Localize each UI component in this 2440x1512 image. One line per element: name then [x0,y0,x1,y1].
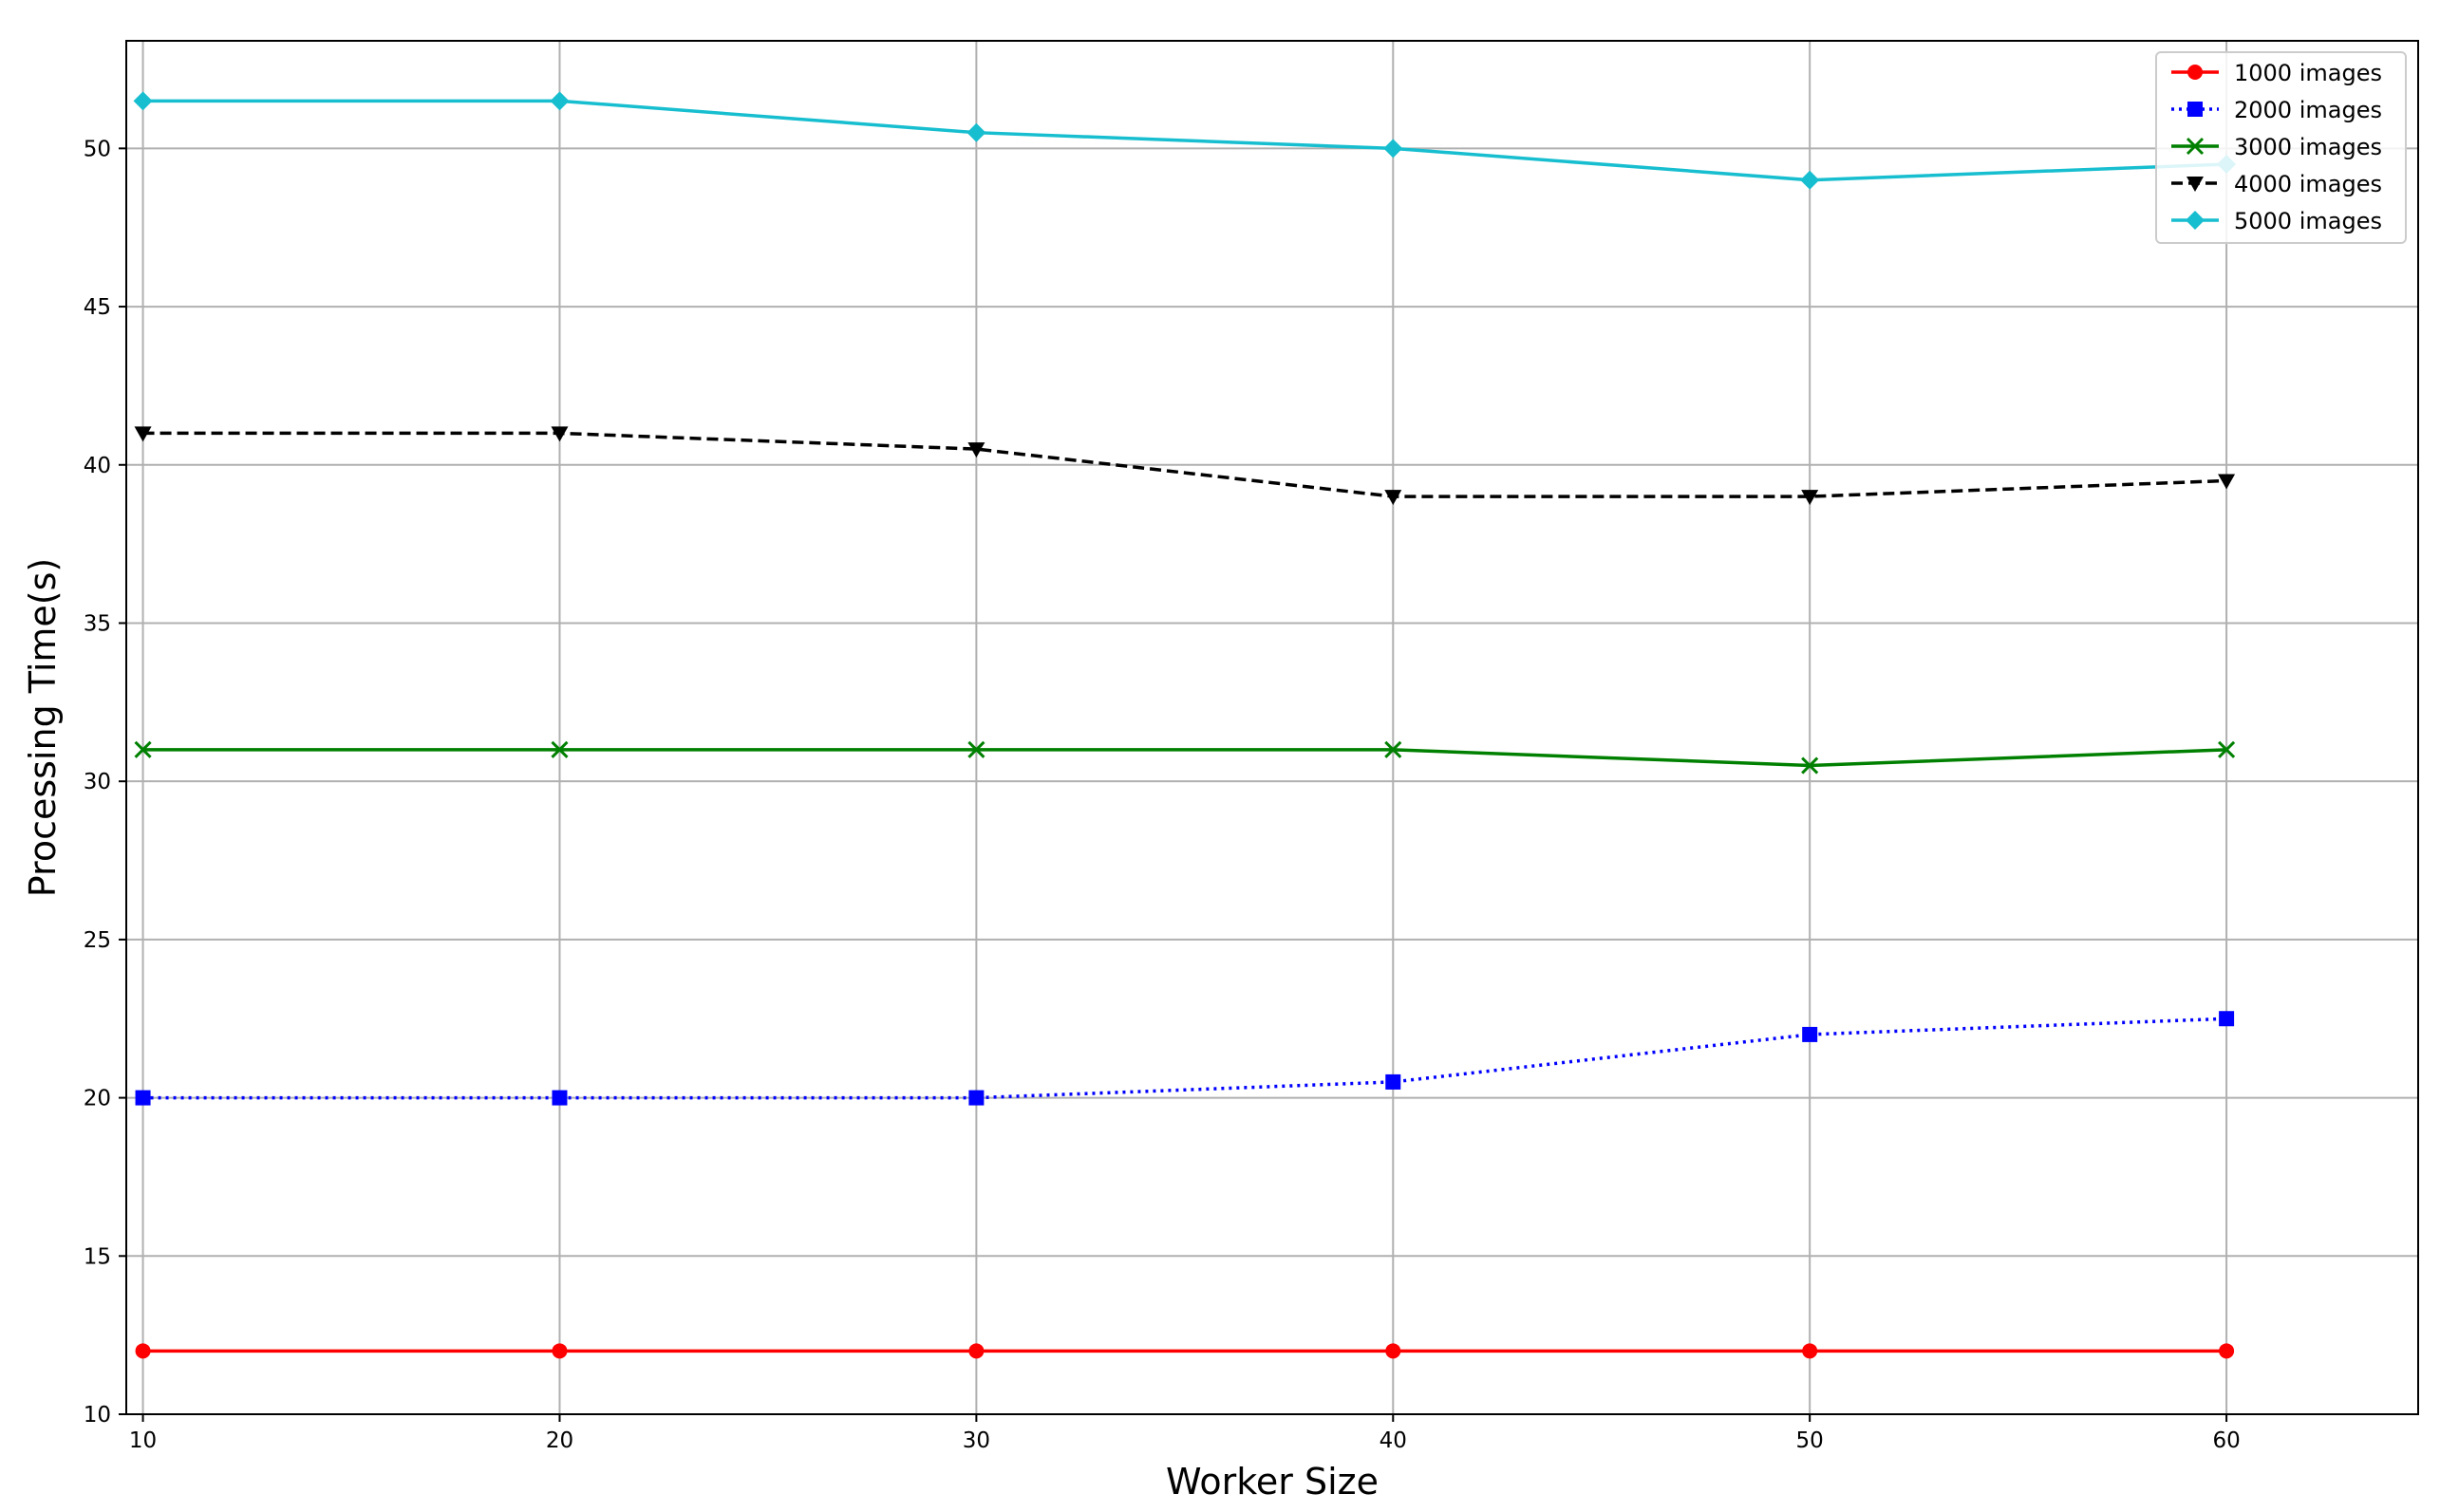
data-point [2218,740,2236,758]
data-point [134,740,152,758]
y-tick-label: 15 [84,1244,111,1269]
data-point [1383,139,1403,159]
data-point [1384,740,1402,758]
data-point [1802,1343,1818,1359]
marker-stroke [1384,740,1402,758]
data-point [551,740,569,758]
data-point [2219,1011,2235,1027]
data-point [968,1343,985,1359]
series-1 [135,1343,2235,1359]
data-point [135,1343,151,1359]
legend-box [2155,51,2407,244]
series-layer [133,91,2237,1359]
legend-label: 1000 images [2234,60,2382,86]
legend-label: 4000 images [2234,171,2382,197]
marker-stroke [551,740,569,758]
x-tick-label: 50 [1796,1428,1824,1453]
legend-marker [2187,65,2203,80]
axis-ticks: 10 20 30 40 50 60 10 15 20 25 30 35 40 45 50 [84,137,2241,1453]
series-line [142,99,2227,182]
legend-label: 2000 images [2234,97,2382,123]
data-point [1802,1026,1818,1042]
data-point [552,1343,568,1359]
data-point [135,1090,151,1106]
data-point [1384,490,1402,506]
legend-marker [2187,177,2204,192]
legend-item: 3000 images [2171,134,2382,160]
series-line [142,431,2227,498]
data-point [133,91,153,111]
y-tick-label: 40 [84,454,111,478]
legend-item: 4000 images [2171,171,2382,197]
x-tick-label: 60 [2212,1428,2240,1453]
legend-item: 2000 images [2171,97,2382,123]
legend-item: 5000 images [2171,208,2382,234]
data-point [2218,474,2236,490]
data-point [968,1090,985,1106]
y-tick-label: 10 [84,1403,111,1428]
y-tick-label: 20 [84,1087,111,1111]
y-tick-label: 30 [84,770,111,794]
x-tick-label: 20 [546,1428,573,1453]
data-point [551,426,569,442]
legend-label: 5000 images [2234,208,2382,234]
series-3 [134,740,2236,775]
legend-marker [2187,102,2203,117]
y-tick-label: 35 [84,611,111,636]
marker-stroke [1801,756,1819,775]
series-line [142,748,2227,768]
plot-frame [125,40,2419,1415]
data-point [550,91,570,111]
legend-item: 1000 images [2171,60,2382,86]
data-point [552,1090,568,1106]
y-tick-label: 45 [84,295,111,320]
data-point [134,426,152,442]
data-point [1385,1343,1401,1359]
marker-stroke [967,740,985,758]
data-point [1385,1073,1401,1090]
data-point [967,122,986,142]
marker-stroke [2218,740,2236,758]
y-tick-label: 50 [84,137,111,161]
series-4 [134,426,2236,506]
x-tick-label: 40 [1380,1428,1407,1453]
x-axis-label: Worker Size [1166,1461,1379,1503]
series-2 [135,1011,2235,1106]
data-point [967,740,985,758]
x-tick-label: 10 [129,1428,157,1453]
x-tick-label: 30 [963,1428,990,1453]
series-line [142,1017,2227,1100]
data-point [1801,490,1819,506]
legend-label: 3000 images [2234,134,2382,160]
data-point [967,442,985,458]
marker-stroke [134,740,152,758]
legend-marker [2186,211,2205,230]
data-point [2219,1343,2235,1359]
legend-marker [2186,137,2205,156]
series-5 [133,91,2237,190]
legend: 1000 images 2000 images 3000 images 4000 im… [2155,51,2407,244]
data-point [1800,170,1820,190]
y-axis-label: Processing Time(s) [22,558,64,897]
marker-stroke [2186,137,2205,156]
y-tick-label: 25 [84,928,111,953]
data-point [1801,756,1819,775]
